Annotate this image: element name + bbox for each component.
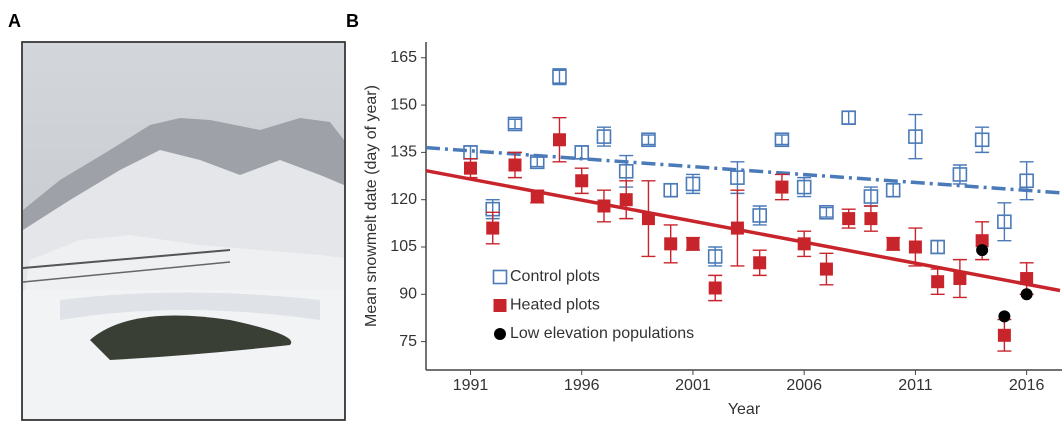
- point: [708, 281, 722, 295]
- y-tick-label: 75: [399, 333, 417, 350]
- point: [885, 182, 901, 198]
- point: [641, 212, 655, 226]
- legend-marker: [494, 328, 506, 340]
- y-tick-label: 90: [399, 286, 417, 303]
- x-tick-label: 1996: [564, 377, 600, 394]
- point: [707, 249, 723, 264]
- point: [730, 221, 744, 235]
- error-bar: [663, 183, 678, 198]
- point: [953, 272, 967, 286]
- legend-label: Heated plots: [510, 297, 600, 314]
- y-tick-label: 105: [390, 238, 417, 255]
- point: [463, 161, 477, 175]
- photo: [21, 41, 346, 421]
- point: [931, 275, 945, 289]
- error-bar: [530, 156, 545, 168]
- error-bar: [908, 113, 923, 160]
- point: [575, 174, 589, 188]
- error-bar: [819, 206, 834, 218]
- point: [508, 158, 522, 172]
- point: [974, 132, 990, 148]
- point: [796, 179, 812, 195]
- point: [864, 212, 878, 226]
- point: [664, 237, 678, 251]
- point: [730, 170, 745, 185]
- point: [775, 180, 789, 194]
- x-tick-label: 2001: [675, 377, 711, 394]
- point: [886, 237, 900, 251]
- legend-marker: [493, 299, 507, 312]
- x-tick-label: 1991: [453, 377, 489, 394]
- error-bar: [507, 118, 522, 130]
- point: [574, 145, 590, 160]
- point: [597, 199, 611, 213]
- point: [1019, 173, 1034, 189]
- x-tick-label: 2006: [786, 377, 822, 394]
- point: [841, 110, 856, 125]
- x-tick-label: 2011: [898, 377, 933, 394]
- point: [641, 132, 656, 148]
- point: [930, 239, 945, 255]
- point: [1020, 288, 1033, 301]
- error-bar: [886, 183, 901, 198]
- legend-label: Control plots: [510, 268, 600, 285]
- point: [774, 132, 790, 148]
- point: [507, 116, 523, 132]
- point: [686, 237, 700, 251]
- point: [530, 190, 544, 204]
- point: [1020, 272, 1034, 286]
- point: [819, 262, 833, 276]
- trend-line: [425, 145, 1061, 195]
- point: [908, 129, 923, 144]
- error-bar: [1019, 161, 1034, 201]
- point: [618, 164, 634, 179]
- error-bar: [774, 134, 789, 146]
- point: [863, 189, 879, 204]
- error-bar: [841, 110, 856, 125]
- point: [552, 69, 567, 84]
- point: [552, 133, 566, 147]
- plot-area: Year Mean snowmelt date (day of year): [363, 42, 1062, 418]
- legend-label: Low elevation populations: [510, 325, 694, 342]
- point: [976, 244, 989, 257]
- error-bar: [552, 68, 567, 86]
- point: [685, 176, 701, 192]
- error-bar: [930, 239, 945, 255]
- point: [952, 167, 968, 182]
- point: [486, 221, 500, 235]
- point: [663, 182, 679, 198]
- y-tick-label: 135: [390, 144, 417, 161]
- y-tick-label: 120: [390, 191, 417, 208]
- legend-marker: [492, 269, 508, 285]
- point: [819, 205, 834, 220]
- point: [908, 240, 922, 254]
- error-bar: [463, 145, 478, 160]
- x-tick-label: 2016: [1009, 377, 1045, 394]
- y-tick-label: 150: [390, 96, 417, 113]
- point: [975, 234, 989, 248]
- y-tick-label: 165: [390, 49, 417, 66]
- panel-label: B: [346, 11, 359, 31]
- point: [596, 129, 612, 144]
- error-bar: [975, 126, 990, 154]
- x-axis-label: Year: [728, 401, 761, 418]
- error-bar: [730, 161, 745, 195]
- point: [529, 154, 545, 170]
- y-axis-label: Mean snowmelt date (day of year): [363, 85, 380, 327]
- point: [842, 212, 856, 226]
- point: [619, 193, 633, 207]
- point: [997, 214, 1012, 230]
- panel-label: A: [8, 11, 21, 31]
- error-bar: [574, 145, 589, 160]
- point: [998, 310, 1011, 323]
- point: [797, 237, 811, 251]
- point: [753, 256, 767, 270]
- point: [997, 328, 1011, 342]
- error-bar: [641, 134, 656, 146]
- error-bar: [997, 202, 1012, 242]
- point: [752, 208, 767, 223]
